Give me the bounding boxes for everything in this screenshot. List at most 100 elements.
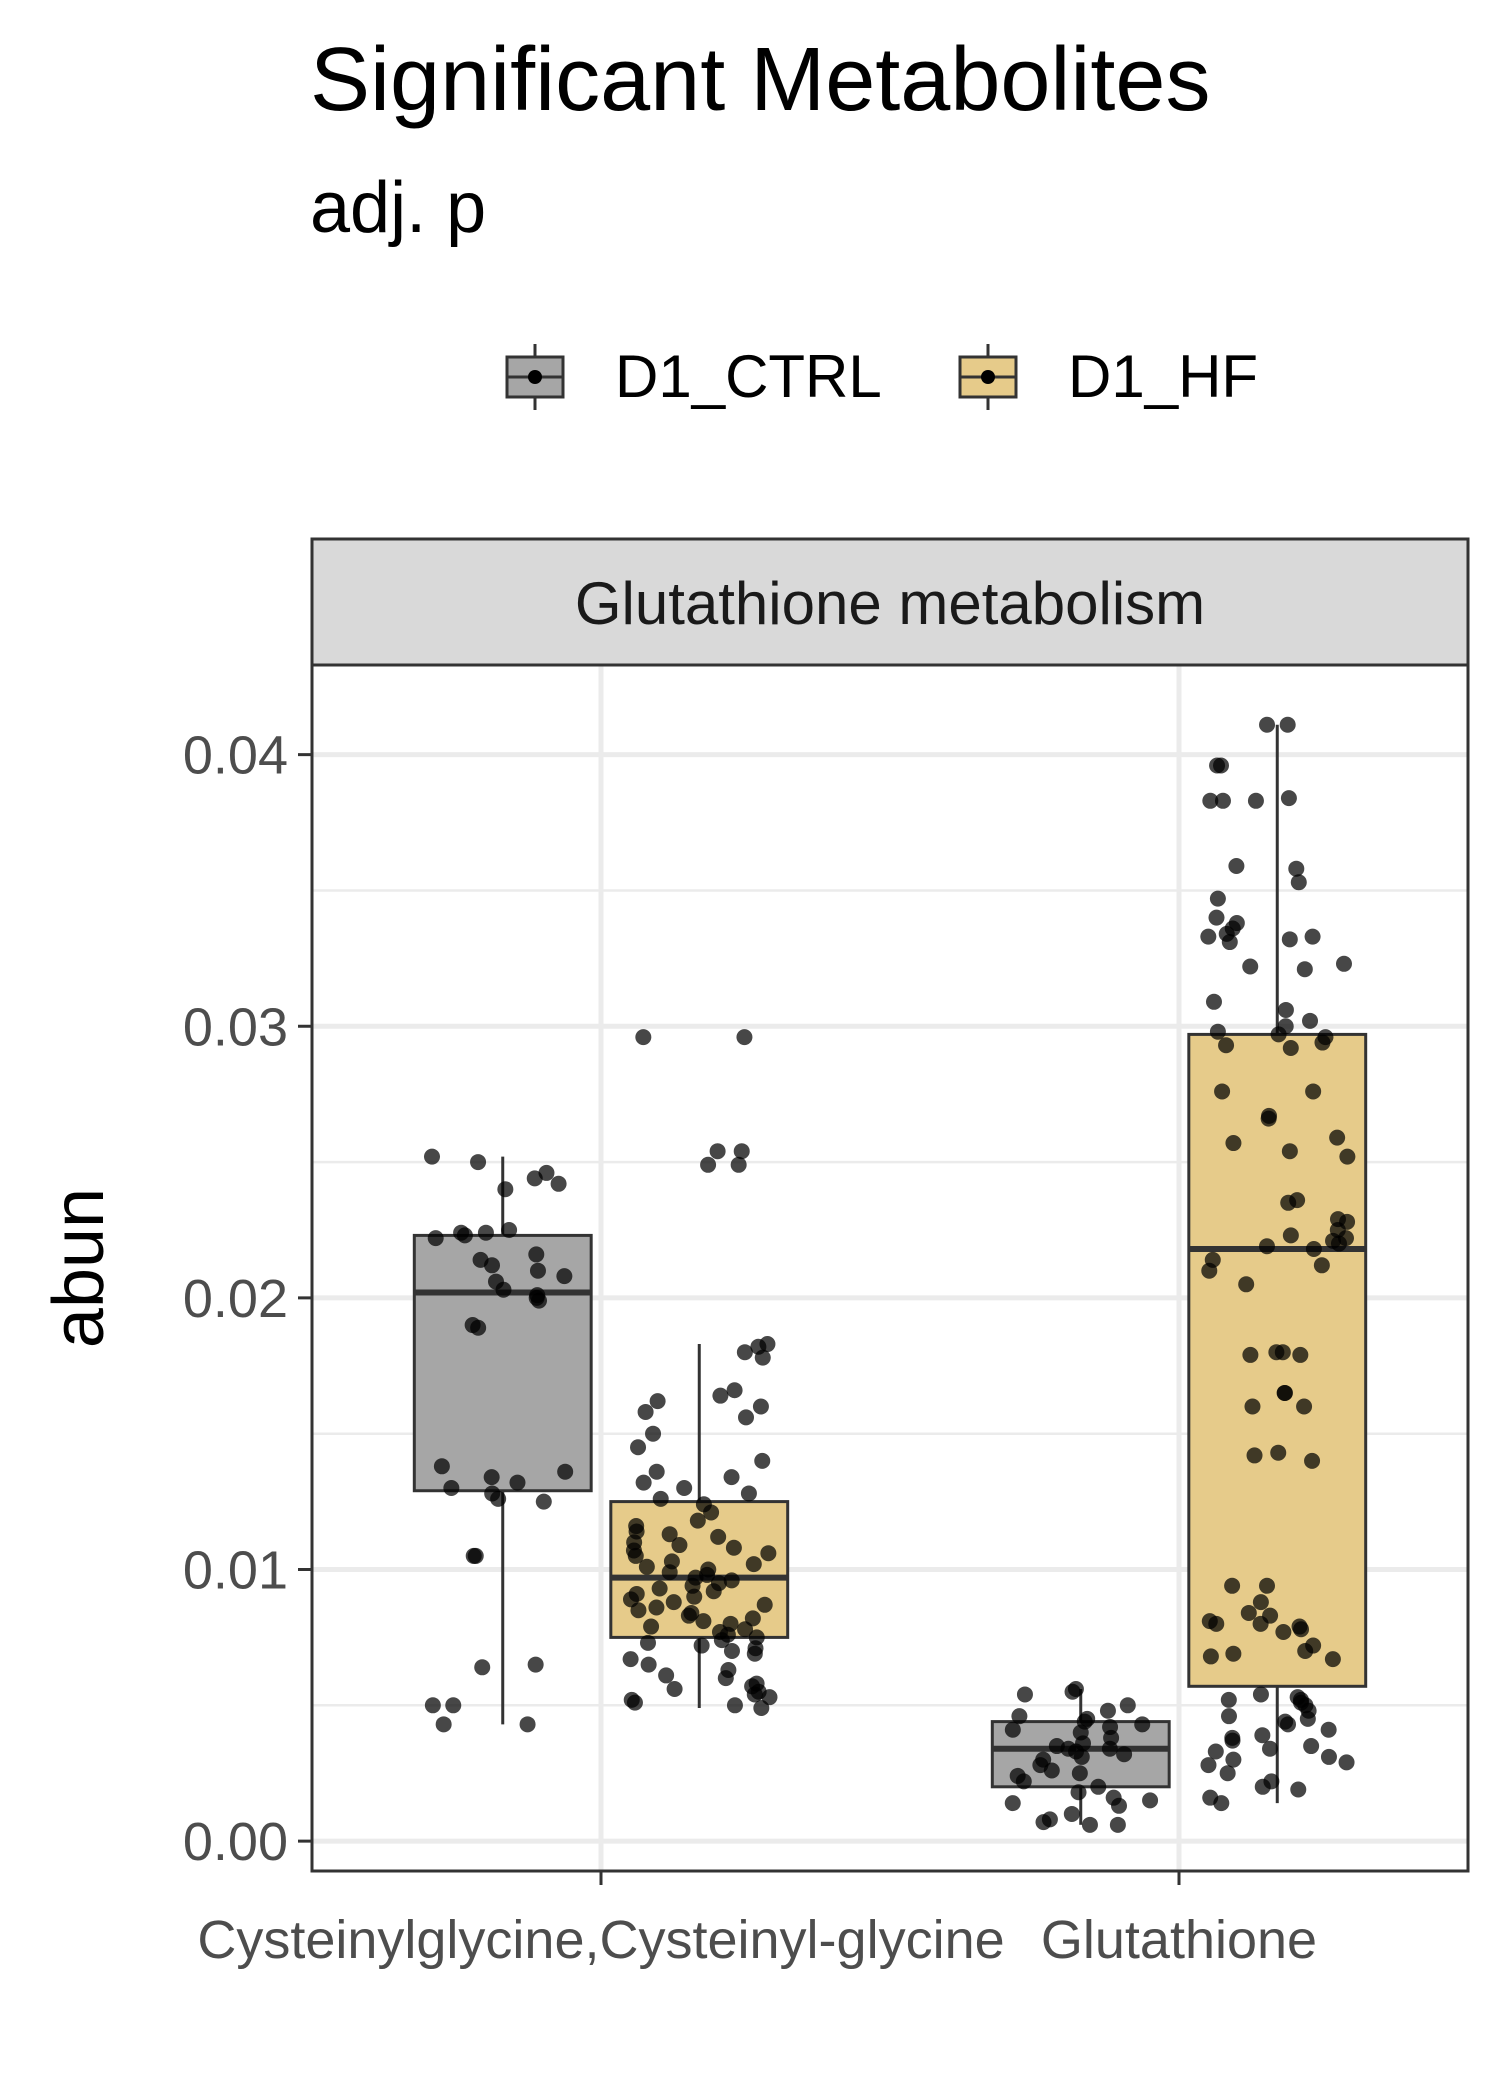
- y-axis-title: abun: [39, 1188, 119, 1348]
- data-point: [630, 1602, 647, 1619]
- data-point: [1209, 757, 1226, 774]
- data-point: [695, 1613, 712, 1630]
- data-point: [1290, 874, 1307, 891]
- data-point: [1015, 1773, 1032, 1790]
- data-point: [1240, 1604, 1257, 1621]
- data-point: [550, 1175, 567, 1192]
- data-point: [736, 1029, 753, 1046]
- data-point: [1242, 1346, 1259, 1363]
- data-point: [1274, 1344, 1291, 1361]
- data-point: [1224, 1732, 1241, 1749]
- data-point: [1244, 1398, 1261, 1415]
- data-point: [693, 1637, 710, 1654]
- data-point: [1071, 1765, 1088, 1782]
- data-point: [746, 1645, 763, 1662]
- data-point: [1288, 860, 1305, 877]
- data-point: [756, 1596, 773, 1613]
- data-point: [1259, 716, 1276, 733]
- data-point: [1254, 1778, 1271, 1795]
- data-point: [1247, 792, 1264, 809]
- data-point: [630, 1439, 647, 1456]
- data-point: [703, 1504, 720, 1521]
- data-point: [1335, 955, 1352, 972]
- data-point: [1305, 1083, 1322, 1100]
- data-point: [730, 1156, 747, 1173]
- data-point: [737, 1621, 754, 1638]
- data-point: [484, 1257, 501, 1274]
- data-point: [648, 1599, 665, 1616]
- data-point: [1119, 1697, 1136, 1714]
- data-point: [474, 1659, 491, 1676]
- data-point: [456, 1227, 473, 1244]
- data-point: [1304, 928, 1321, 945]
- data-point: [1339, 1148, 1356, 1165]
- x-tick-label-glutathione: Glutathione: [1041, 1910, 1317, 1970]
- data-point: [526, 1170, 543, 1187]
- data-point: [483, 1469, 500, 1486]
- data-point: [643, 1618, 660, 1635]
- data-point: [497, 1181, 514, 1198]
- data-point: [1202, 792, 1219, 809]
- data-point: [661, 1564, 678, 1581]
- data-point: [433, 1458, 450, 1475]
- data-point: [1305, 1240, 1322, 1257]
- data-point: [754, 1452, 771, 1469]
- data-point: [1043, 1762, 1060, 1779]
- data-point: [726, 1697, 743, 1714]
- data-point: [1214, 1083, 1231, 1100]
- data-point: [705, 1583, 722, 1600]
- data-point: [626, 1694, 643, 1711]
- data-point: [1225, 1645, 1242, 1662]
- data-point: [1228, 858, 1245, 874]
- data-point: [1254, 1727, 1271, 1744]
- data-point: [761, 1689, 778, 1706]
- data-point: [427, 1230, 444, 1247]
- data-point: [470, 1154, 487, 1171]
- data-points: [423, 716, 1356, 1833]
- data-point: [1111, 1797, 1128, 1814]
- data-point: [1299, 1710, 1316, 1727]
- data-point: [423, 1148, 440, 1165]
- data-point: [1329, 1129, 1346, 1146]
- data-point: [509, 1474, 526, 1491]
- data-point: [1330, 1235, 1347, 1252]
- data-point: [1242, 958, 1259, 975]
- data-point: [1238, 1276, 1255, 1293]
- data-point: [1259, 1577, 1276, 1594]
- data-point: [1208, 909, 1225, 926]
- data-point: [754, 1349, 771, 1366]
- y-axis: 0.00 0.01 0.02 0.03 0.04: [183, 726, 312, 1872]
- data-point: [1221, 934, 1238, 951]
- data-point: [1320, 1721, 1337, 1738]
- data-point: [1280, 1716, 1297, 1733]
- data-point: [1282, 1227, 1299, 1244]
- legend-label-hf: D1_HF: [1068, 343, 1258, 410]
- data-point: [531, 1292, 548, 1309]
- data-point: [1070, 1784, 1087, 1801]
- data-point: [622, 1651, 639, 1668]
- data-point: [1004, 1795, 1021, 1812]
- data-point: [535, 1493, 552, 1510]
- data-point: [1260, 1110, 1277, 1127]
- data-point: [652, 1490, 669, 1507]
- data-point: [725, 1539, 742, 1556]
- data-point: [1209, 890, 1226, 907]
- data-point: [1099, 1702, 1116, 1719]
- data-point: [738, 1409, 755, 1426]
- data-point: [1313, 1257, 1330, 1274]
- data-point: [1252, 1615, 1269, 1632]
- data-point: [648, 1463, 665, 1480]
- data-point: [1134, 1716, 1151, 1733]
- data-point: [1320, 1748, 1337, 1765]
- data-point: [1277, 1001, 1294, 1018]
- data-point: [1214, 792, 1231, 809]
- legend-key-point: [528, 370, 542, 384]
- data-point: [740, 1485, 757, 1502]
- data-point: [1282, 1039, 1299, 1056]
- data-point: [1270, 1444, 1287, 1461]
- data-point: [752, 1398, 769, 1415]
- panel-border: [310, 663, 1470, 1873]
- data-point: [1109, 1816, 1126, 1833]
- data-point: [686, 1588, 703, 1605]
